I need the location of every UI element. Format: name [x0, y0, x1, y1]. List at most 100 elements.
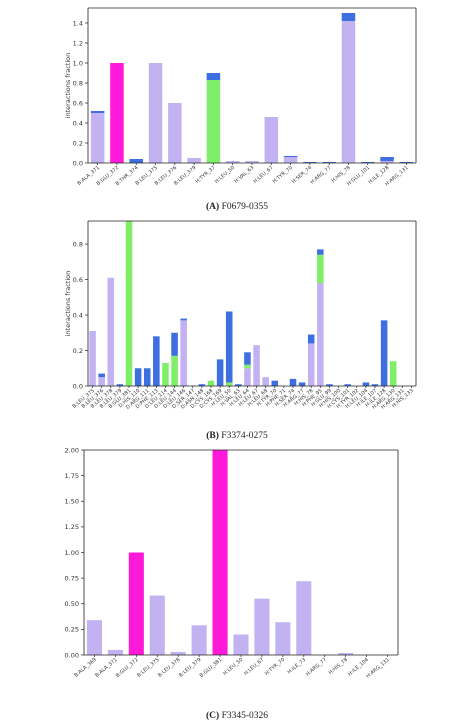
- y-tick-label: 0.50: [65, 600, 79, 608]
- y-tick-label: 0.75: [65, 574, 79, 582]
- x-tick-label: H:TYR_37: [195, 165, 217, 185]
- caption-b-tag: (B): [206, 431, 219, 441]
- bar-h-val-63-blue: [235, 384, 242, 386]
- bar-b-ala-371-lavender: [90, 113, 105, 163]
- y-tick-label: 0.8: [73, 79, 83, 87]
- bar-h-leu-64-green: [244, 364, 251, 369]
- bar-h-ser-74-blue: [289, 378, 297, 386]
- x-tick-label: H:ARG_131: [365, 657, 391, 680]
- bar-b-glu-381-green: [125, 221, 133, 386]
- bar-h-glu-101-blue: [361, 162, 375, 163]
- bar-h-tyr-70-lavender: [283, 157, 298, 163]
- y-tick-label: 0.6: [73, 99, 83, 107]
- y-tick-label: 0.00: [65, 651, 79, 659]
- bar-h-leu-50-lavender: [233, 634, 249, 655]
- caption-c-text: F3345-0326: [221, 711, 269, 721]
- plot-area: 0.0 0.2 0.4 0.6 0.8 1.0 1.2 1.4 interactions fra…: [64, 7, 417, 188]
- bar-d-phe-113-blue: [153, 336, 160, 386]
- bar-h-leu-68-lavender: [262, 377, 269, 386]
- bar-h-ile-128-blue: [380, 320, 388, 386]
- y-tick-label: 0.8: [73, 240, 83, 248]
- x-tick-label: H:LEU_67: [252, 165, 274, 185]
- bar-b-thr-374-blue: [129, 159, 143, 163]
- y-axis-title: interactions fraction: [64, 53, 72, 119]
- bar-d-leu-146-lavender: [180, 320, 187, 386]
- y-tick-label: 1.50: [65, 498, 79, 506]
- bar-h-arg-130-green: [389, 361, 397, 386]
- x-tick-label: H:ARG_77: [309, 165, 332, 186]
- y-tick-label: 1.2: [73, 39, 83, 47]
- bar-h-leu-67-lavender: [264, 117, 279, 163]
- bar-h-leu-50-lavender: [225, 161, 240, 163]
- bar-h-phe-95-lavender: [317, 283, 324, 386]
- y-tick-label: 0.25: [65, 626, 79, 634]
- y-tick-label: 1.4: [73, 19, 83, 27]
- bar-d-leu-144-blue: [171, 332, 178, 356]
- bar-b-glu-381-magenta: [212, 450, 228, 655]
- bar-b-leu-375-lavender: [89, 331, 96, 386]
- x-tick-label: H:VAL_63: [233, 165, 255, 185]
- x-tick-label: H:LEU_67: [243, 657, 265, 677]
- caption-a: (A) F0679-0355: [0, 202, 474, 212]
- bar-h-leu-67-lavender: [254, 598, 270, 656]
- bar-h-ser-74-blue: [303, 162, 317, 163]
- bar-b-leu-375-lavender: [149, 595, 165, 655]
- x-tick-label: B:GLU_372: [115, 657, 140, 679]
- bar-d-arg-111-blue: [143, 368, 151, 386]
- chart-a-f0679-0355: 0.0 0.2 0.4 0.6 0.8 1.0 1.2 1.4 interactions fra…: [64, 7, 417, 188]
- y-tick-label: 0.4: [73, 311, 83, 319]
- bar-h-arg-131-blue: [399, 162, 414, 163]
- bar-b-leu-379-blue: [116, 384, 124, 386]
- y-tick-label: 1.75: [65, 472, 79, 480]
- bar-d-cys-169-blue: [216, 359, 224, 386]
- x-tick-label: B:LEU_375: [136, 657, 160, 679]
- x-tick-label: H:TYR_70: [272, 165, 294, 185]
- bar-h-arg-77-blue: [322, 162, 336, 163]
- caption-a-tag: (A): [205, 202, 220, 212]
- bar-b-ala-371-lavender: [107, 649, 123, 656]
- bar-h-cys-101-blue: [344, 384, 351, 386]
- y-axis-title: interactions fraction: [64, 271, 72, 337]
- caption-b: (B) F3374-0275: [0, 431, 474, 441]
- bar-h-ile-128-lavender: [380, 161, 394, 163]
- x-tick-label: B:LEU_378: [157, 657, 181, 679]
- bar-h-his-78-lavender: [341, 21, 356, 163]
- plot-area: 0.000.250.500.751.001.251.501.752.00B:AL…: [65, 446, 399, 680]
- bar-h-val-63-lavender: [245, 161, 259, 163]
- bar-b-leu-376-lavender: [98, 377, 105, 386]
- y-tick-label: 0.0: [73, 382, 83, 390]
- bar-b-ala-371-blue: [90, 111, 105, 113]
- x-tick-label: H:LEU_50: [222, 657, 244, 677]
- bar-b-leu-379-lavender: [191, 625, 207, 655]
- bar-b-leu-376-lavender: [168, 103, 182, 163]
- bar-h-his-78-blue: [307, 334, 315, 344]
- bar-h-leu-50-blue: [225, 311, 233, 383]
- bar-h-phe-95-blue: [317, 249, 324, 255]
- x-tick-label: H:LEU_50: [214, 165, 236, 185]
- caption-c: (C) F3345-0326: [0, 711, 474, 721]
- bar-b-ala-369-lavender: [86, 620, 102, 655]
- bar-h-tyr-70-blue: [271, 380, 279, 386]
- bar-h-leu-64-blue: [244, 352, 251, 365]
- y-tick-label: 1.00: [65, 549, 79, 557]
- y-tick-label: 2.00: [65, 446, 79, 454]
- bar-h-arg-77-blue: [298, 382, 306, 386]
- bar-b-leu-376-blue: [98, 373, 105, 378]
- x-tick-label: H:TYR_70: [264, 657, 286, 677]
- bar-h-leu-104-blue: [362, 382, 370, 386]
- x-tick-label: H:ARG_77: [305, 657, 328, 678]
- x-tick-label: H:HIS_78: [328, 657, 349, 676]
- bar-d-leu-144-green: [171, 355, 178, 386]
- y-tick-label: 0.4: [73, 119, 83, 127]
- bar-h-his-78-lavender: [338, 652, 354, 655]
- bar-h-tyr-70-blue: [283, 156, 298, 157]
- y-tick-label: 0.0: [73, 159, 83, 167]
- bar-b-leu-379-lavender: [187, 158, 201, 163]
- chart-c-f3345-0326: 0.000.250.500.751.001.251.501.752.00B:AL…: [65, 446, 399, 680]
- caption-c-tag: (C): [205, 711, 220, 721]
- bar-h-tyr-37-blue: [206, 73, 221, 80]
- bar-h-ile-128-blue: [380, 157, 394, 161]
- bar-h-leu-50-green: [225, 382, 233, 386]
- bar-b-leu-378-lavender: [107, 277, 115, 386]
